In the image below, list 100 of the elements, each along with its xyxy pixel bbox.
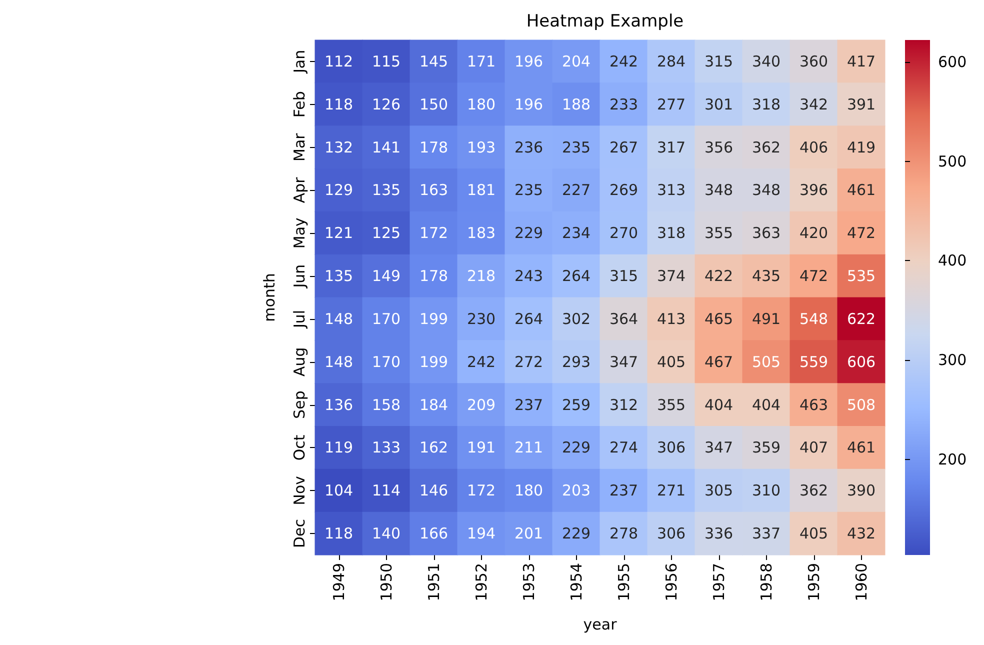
data-label: 209 bbox=[466, 396, 496, 414]
data-label: 305 bbox=[704, 482, 734, 500]
data-label: 435 bbox=[752, 267, 781, 286]
x-tick-label: 1949 bbox=[330, 563, 348, 602]
data-label: 115 bbox=[372, 52, 401, 70]
data-label: 184 bbox=[419, 396, 448, 414]
data-label: 270 bbox=[609, 224, 638, 242]
x-tick-label: 1953 bbox=[520, 563, 538, 602]
data-label: 559 bbox=[799, 352, 828, 371]
data-label: 242 bbox=[609, 52, 638, 70]
y-axis-title: month bbox=[260, 273, 278, 322]
data-label: 364 bbox=[609, 310, 638, 328]
data-label: 463 bbox=[799, 396, 828, 414]
data-label: 133 bbox=[372, 438, 401, 457]
data-label: 505 bbox=[752, 352, 781, 371]
data-label: 172 bbox=[419, 224, 448, 242]
data-label: 146 bbox=[419, 482, 448, 500]
x-axis-title: year bbox=[583, 616, 618, 634]
data-label: 535 bbox=[846, 267, 876, 286]
y-tick-label: May bbox=[290, 218, 308, 249]
data-label: 301 bbox=[704, 95, 734, 114]
data-label: 472 bbox=[799, 267, 828, 286]
data-label: 218 bbox=[466, 267, 496, 286]
data-label: 237 bbox=[514, 396, 544, 414]
data-label: 172 bbox=[466, 482, 496, 500]
data-label: 302 bbox=[562, 310, 591, 328]
data-label: 363 bbox=[752, 224, 781, 242]
color-bar-label: 200 bbox=[938, 450, 967, 469]
color-bar-label: 500 bbox=[938, 152, 967, 170]
data-label: 141 bbox=[372, 138, 401, 156]
x-tick-label: 1952 bbox=[472, 563, 490, 602]
color-bar-label: 300 bbox=[938, 351, 967, 370]
data-label: 422 bbox=[704, 267, 734, 286]
data-label: 277 bbox=[656, 95, 686, 114]
data-label: 374 bbox=[656, 267, 686, 286]
data-label: 145 bbox=[419, 52, 448, 70]
data-label: 406 bbox=[799, 138, 828, 156]
data-label: 132 bbox=[324, 138, 354, 156]
data-label: 229 bbox=[514, 224, 544, 242]
data-label: 242 bbox=[466, 352, 496, 371]
data-label: 362 bbox=[752, 138, 781, 156]
data-label: 236 bbox=[514, 138, 544, 156]
data-label: 396 bbox=[799, 181, 828, 200]
data-label: 348 bbox=[752, 181, 781, 200]
data-label: 237 bbox=[609, 482, 638, 500]
y-tick-label: Jun bbox=[290, 264, 308, 289]
data-label: 312 bbox=[609, 396, 638, 414]
data-label: 318 bbox=[752, 95, 781, 114]
data-label: 508 bbox=[846, 396, 876, 414]
data-label: 211 bbox=[514, 438, 544, 457]
y-tick-label: Dec bbox=[290, 519, 308, 548]
y-tick-label: Jul bbox=[290, 310, 308, 330]
data-label: 119 bbox=[324, 438, 354, 457]
data-label: 267 bbox=[609, 138, 638, 156]
data-label: 348 bbox=[704, 181, 734, 200]
x-tick-label: 1958 bbox=[757, 563, 776, 602]
x-tick-label: 1951 bbox=[424, 563, 443, 602]
data-label: 199 bbox=[419, 352, 448, 371]
data-label: 310 bbox=[752, 482, 781, 500]
data-label: 420 bbox=[799, 224, 828, 242]
data-label: 204 bbox=[562, 52, 591, 70]
data-label: 199 bbox=[419, 310, 448, 328]
data-label: 229 bbox=[562, 438, 591, 457]
data-label: 407 bbox=[799, 438, 828, 457]
data-label: 230 bbox=[466, 310, 496, 328]
color-bar-label: 400 bbox=[938, 252, 967, 270]
data-label: 362 bbox=[799, 482, 828, 500]
data-label: 163 bbox=[419, 181, 448, 200]
chart-title: Heatmap Example bbox=[526, 12, 684, 32]
data-label: 183 bbox=[466, 224, 496, 242]
data-label: 170 bbox=[372, 310, 401, 328]
data-label: 606 bbox=[846, 352, 876, 371]
data-label: 342 bbox=[799, 95, 828, 114]
data-label: 264 bbox=[562, 267, 591, 286]
data-label: 405 bbox=[799, 524, 828, 543]
data-label: 347 bbox=[609, 352, 638, 371]
data-label: 548 bbox=[799, 310, 828, 328]
data-label: 171 bbox=[466, 52, 496, 70]
data-label: 465 bbox=[704, 310, 734, 328]
data-label: 191 bbox=[466, 438, 496, 457]
x-tick-label: 1955 bbox=[614, 563, 633, 602]
data-label: 180 bbox=[514, 482, 544, 500]
data-label: 404 bbox=[704, 396, 734, 414]
y-tick-label: Sep bbox=[290, 390, 308, 419]
data-label: 467 bbox=[704, 352, 734, 371]
data-label: 491 bbox=[752, 310, 781, 328]
data-label: 196 bbox=[514, 95, 544, 114]
data-label: 417 bbox=[846, 52, 876, 70]
data-label: 390 bbox=[846, 482, 876, 500]
data-label: 313 bbox=[656, 181, 686, 200]
y-tick-label: Apr bbox=[290, 176, 308, 204]
data-label: 166 bbox=[419, 524, 448, 543]
data-label: 125 bbox=[372, 224, 401, 242]
data-label: 235 bbox=[514, 181, 544, 200]
y-tick-label: Nov bbox=[290, 476, 308, 506]
data-label: 271 bbox=[656, 482, 686, 500]
data-label: 104 bbox=[324, 482, 354, 500]
y-tick-label: Feb bbox=[290, 91, 308, 118]
data-label: 269 bbox=[609, 181, 638, 200]
data-label: 315 bbox=[609, 267, 638, 286]
